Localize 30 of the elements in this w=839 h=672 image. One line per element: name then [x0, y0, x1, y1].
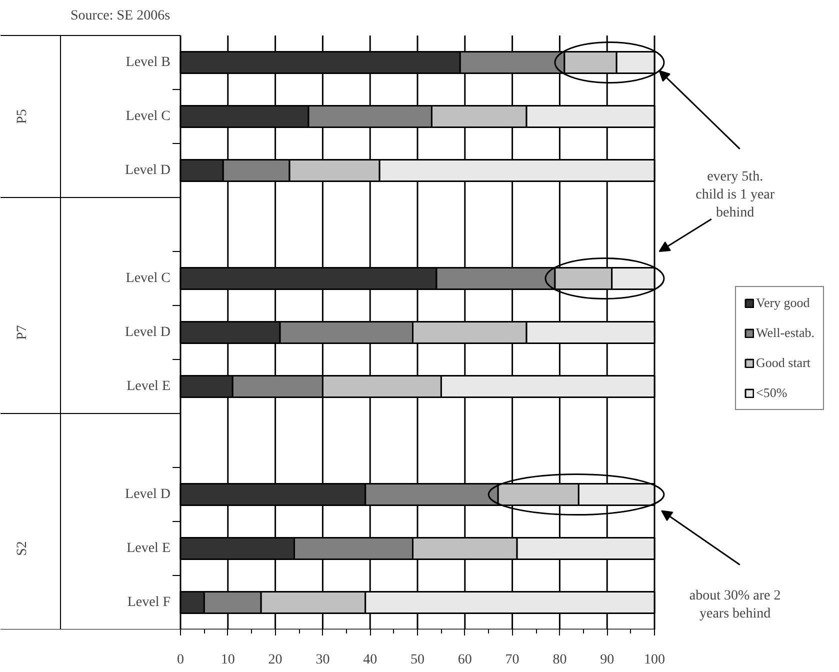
y-tick-label: Level C	[126, 109, 171, 124]
legend-label: Very good	[756, 295, 810, 311]
source-note: Source: SE 2006s	[70, 8, 170, 24]
legend-label: Good start	[756, 355, 811, 371]
text: P7	[15, 325, 30, 340]
x-tick-label: 10	[220, 652, 235, 668]
y-tick-label: Level C	[126, 271, 171, 286]
y-tick-label: Level F	[127, 595, 171, 610]
text: about 30% are 2 years behind	[689, 588, 781, 622]
x-tick-label: 100	[644, 652, 665, 668]
x-tick-label: 40	[363, 652, 378, 668]
y-tick-label: Level D	[125, 325, 171, 340]
x-tick-label: 90	[600, 652, 614, 668]
text: every 5th. child is 1 year behind	[696, 169, 775, 220]
text: S2	[15, 541, 30, 556]
y-tick-label: Level E	[126, 379, 170, 394]
x-tick-label: 0	[177, 652, 184, 668]
x-tick-label: 70	[505, 652, 520, 668]
x-tick-label: 80	[552, 652, 567, 668]
x-tick-label: 20	[268, 652, 282, 668]
text: P5	[15, 109, 30, 124]
x-tick-label: 50	[410, 652, 424, 668]
x-tick-label: 60	[458, 652, 472, 668]
y-tick-label: Level D	[125, 487, 171, 502]
legend-label: Well-estab.	[756, 325, 815, 341]
y-tick-label: Level B	[126, 55, 171, 70]
y-tick-label: Level D	[125, 163, 171, 178]
y-tick-label: Level E	[126, 541, 170, 556]
x-tick-label: 30	[316, 652, 330, 668]
legend-label: <50%	[756, 385, 788, 401]
